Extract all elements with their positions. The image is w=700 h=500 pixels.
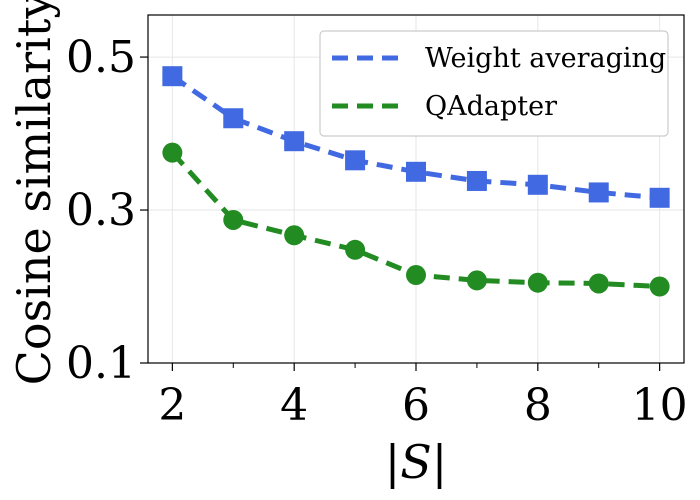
qadapter-point-2 xyxy=(162,142,183,163)
legend: Weight averaging QAdapter xyxy=(319,30,669,137)
weight-averaging-point-2 xyxy=(162,66,183,87)
legend-box xyxy=(319,30,669,137)
legend-label-weight-averaging: Weight averaging xyxy=(425,43,666,74)
qadapter-point-5 xyxy=(345,239,366,260)
y-tick-label: 0.3 xyxy=(66,185,136,236)
x-tick-label: 2 xyxy=(158,380,186,431)
x-tick-label: 8 xyxy=(524,380,552,431)
weight-averaging-point-6 xyxy=(406,161,426,182)
qadapter-point-4 xyxy=(284,225,305,246)
x-tick-label: 4 xyxy=(280,380,308,431)
weight-averaging-point-5 xyxy=(345,150,366,171)
weight-averaging-point-7 xyxy=(466,170,487,191)
x-tick-label: 6 xyxy=(402,380,430,431)
y-axis-label: Cosine similarity xyxy=(7,0,61,385)
series-layer xyxy=(162,66,670,297)
weight-averaging-point-9 xyxy=(588,182,609,203)
legend-label-qadapter: QAdapter xyxy=(425,91,557,122)
x-axis-label: |S| xyxy=(385,435,448,489)
weight-averaging-point-8 xyxy=(527,174,548,195)
x-tick-label: 10 xyxy=(632,380,688,431)
weight-averaging-point-4 xyxy=(284,131,305,152)
weight-averaging-point-3 xyxy=(223,108,244,129)
qadapter-point-9 xyxy=(588,273,609,294)
qadapter-point-7 xyxy=(466,270,487,291)
axis-ticks: 2 4 6 8 10 0.1 0.3 0.5 xyxy=(66,32,688,431)
qadapter-point-10 xyxy=(649,276,670,297)
y-tick-label: 0.5 xyxy=(66,32,136,83)
y-tick-label: 0.1 xyxy=(66,338,136,389)
qadapter-point-6 xyxy=(406,265,426,286)
qadapter-point-3 xyxy=(223,209,244,230)
qadapter-point-8 xyxy=(527,272,548,293)
weight-averaging-point-10 xyxy=(649,187,670,208)
